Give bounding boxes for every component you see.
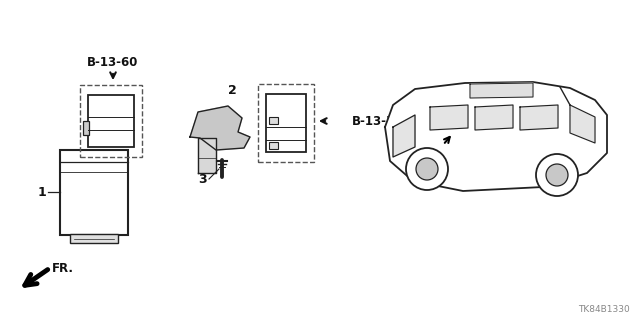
Polygon shape bbox=[430, 105, 468, 130]
Polygon shape bbox=[393, 115, 415, 157]
Polygon shape bbox=[385, 82, 607, 191]
Bar bbox=[70, 234, 118, 243]
Text: 2: 2 bbox=[228, 84, 236, 97]
Bar bbox=[258, 84, 314, 162]
Bar bbox=[83, 121, 89, 135]
Polygon shape bbox=[470, 83, 533, 98]
Bar bbox=[88, 95, 134, 147]
Circle shape bbox=[406, 148, 448, 190]
Circle shape bbox=[416, 158, 438, 180]
Circle shape bbox=[546, 164, 568, 186]
Text: 1: 1 bbox=[37, 186, 46, 198]
Polygon shape bbox=[475, 105, 513, 130]
Polygon shape bbox=[190, 106, 250, 150]
Text: TK84B1330: TK84B1330 bbox=[579, 305, 630, 314]
Bar bbox=[266, 94, 306, 152]
Polygon shape bbox=[570, 105, 595, 143]
Bar bbox=[60, 150, 128, 235]
Bar bbox=[269, 142, 278, 149]
Polygon shape bbox=[520, 105, 558, 130]
Bar bbox=[269, 117, 278, 124]
Polygon shape bbox=[198, 138, 216, 173]
Text: B-13-50: B-13-50 bbox=[352, 115, 403, 127]
Text: 3: 3 bbox=[198, 172, 207, 186]
Text: FR.: FR. bbox=[52, 261, 74, 275]
Bar bbox=[80, 85, 142, 157]
Circle shape bbox=[536, 154, 578, 196]
Text: B-13-60: B-13-60 bbox=[87, 56, 139, 69]
